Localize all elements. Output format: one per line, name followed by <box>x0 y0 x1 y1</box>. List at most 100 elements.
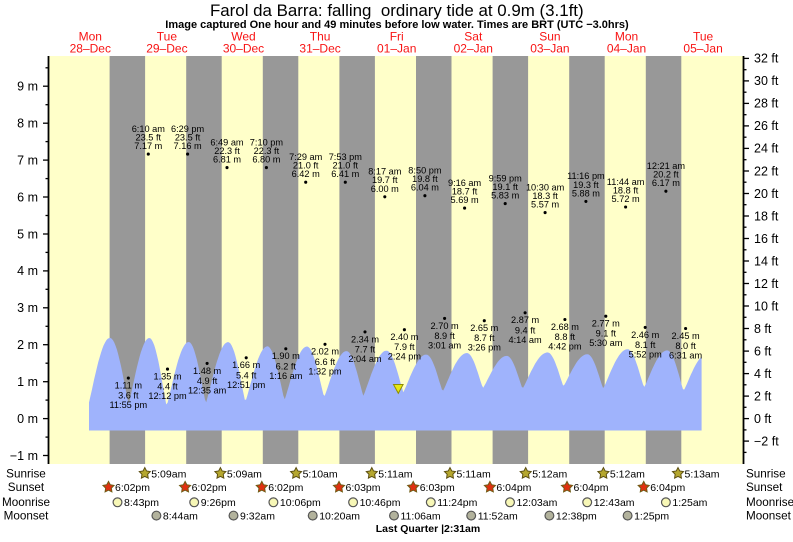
svg-text:9.1 ft: 9.1 ft <box>596 329 617 339</box>
svg-text:5:12am: 5:12am <box>532 468 567 480</box>
svg-text:22.3 ft: 22.3 ft <box>254 146 280 156</box>
svg-text:5.88 m: 5.88 m <box>572 188 600 198</box>
svg-text:6:31 am: 6:31 am <box>669 351 703 361</box>
svg-text:Wed: Wed <box>231 29 255 43</box>
svg-text:2 ft: 2 ft <box>754 389 772 403</box>
svg-text:12:21 am: 12:21 am <box>647 161 686 171</box>
svg-text:6:29 pm: 6:29 pm <box>171 124 205 134</box>
svg-text:2.34 m: 2.34 m <box>351 334 379 344</box>
svg-text:11:44 am: 11:44 am <box>607 177 645 187</box>
svg-text:3:01 am: 3:01 am <box>428 340 462 350</box>
svg-text:Sunrise: Sunrise <box>746 467 786 480</box>
svg-text:10:06pm: 10:06pm <box>280 497 321 509</box>
svg-text:3.6 ft: 3.6 ft <box>118 391 139 401</box>
svg-text:6:04pm: 6:04pm <box>574 482 609 494</box>
svg-text:Farol da Barra: falling ordin: Farol da Barra: falling ordinary tide at… <box>210 1 584 20</box>
svg-text:Sun: Sun <box>539 29 560 43</box>
svg-text:Sunset: Sunset <box>8 481 45 494</box>
svg-text:5:30 am: 5:30 am <box>589 338 623 348</box>
svg-text:19.8 ft: 19.8 ft <box>412 174 438 184</box>
svg-text:1.66 m: 1.66 m <box>232 360 260 370</box>
svg-text:11:55 pm: 11:55 pm <box>109 400 147 410</box>
svg-text:11:52am: 11:52am <box>478 511 518 523</box>
svg-text:4:42 pm: 4:42 pm <box>548 342 582 352</box>
svg-text:8:44am: 8:44am <box>163 511 198 523</box>
svg-text:3:26 pm: 3:26 pm <box>468 343 502 353</box>
svg-text:5:11am: 5:11am <box>378 468 412 480</box>
svg-text:28–Dec: 28–Dec <box>70 41 111 55</box>
svg-text:3 m: 3 m <box>17 301 38 315</box>
svg-text:5:09am: 5:09am <box>227 468 262 480</box>
svg-text:2.87 m: 2.87 m <box>511 315 539 325</box>
svg-text:1:32 pm: 1:32 pm <box>308 366 342 376</box>
svg-text:31–Dec: 31–Dec <box>299 41 340 55</box>
svg-text:Mon: Mon <box>615 29 638 43</box>
svg-text:12 ft: 12 ft <box>754 277 779 291</box>
svg-text:28 ft: 28 ft <box>754 97 779 111</box>
svg-text:18.7 ft: 18.7 ft <box>452 187 478 197</box>
svg-text:9 m: 9 m <box>17 80 38 94</box>
svg-text:8.0 ft: 8.0 ft <box>675 341 696 351</box>
svg-text:21.0 ft: 21.0 ft <box>333 161 359 171</box>
svg-text:8:43pm: 8:43pm <box>124 497 159 509</box>
svg-text:7.9 ft: 7.9 ft <box>394 342 415 352</box>
svg-text:18.3 ft: 18.3 ft <box>532 191 558 201</box>
svg-text:6 m: 6 m <box>17 190 38 204</box>
svg-text:6.2 ft: 6.2 ft <box>276 361 297 371</box>
svg-text:05–Jan: 05–Jan <box>683 41 722 55</box>
svg-text:32 ft: 32 ft <box>754 52 779 66</box>
svg-text:Image captured One hour and 49: Image captured One hour and 49 minutes b… <box>165 19 629 31</box>
svg-text:10:20am: 10:20am <box>319 511 360 523</box>
svg-text:5.57 m: 5.57 m <box>531 200 559 210</box>
svg-text:6.81 m: 6.81 m <box>213 155 241 165</box>
svg-text:6.17 m: 6.17 m <box>652 178 680 188</box>
svg-text:6:02pm: 6:02pm <box>268 482 303 494</box>
svg-text:01–Jan: 01–Jan <box>377 41 416 55</box>
svg-text:9:32am: 9:32am <box>240 511 275 523</box>
svg-text:6.04 m: 6.04 m <box>411 183 439 193</box>
svg-text:02–Jan: 02–Jan <box>454 41 493 55</box>
svg-text:22.3 ft: 22.3 ft <box>214 146 240 156</box>
svg-text:7:53 pm: 7:53 pm <box>329 152 363 162</box>
svg-text:19.3 ft: 19.3 ft <box>573 180 599 190</box>
svg-text:Fri: Fri <box>390 29 404 43</box>
svg-text:1.35 m: 1.35 m <box>153 372 181 382</box>
svg-text:4 m: 4 m <box>17 264 38 278</box>
svg-text:29–Dec: 29–Dec <box>146 41 187 55</box>
svg-text:6:04pm: 6:04pm <box>496 482 531 494</box>
svg-text:8 m: 8 m <box>17 117 38 131</box>
svg-text:7.16 m: 7.16 m <box>174 141 202 151</box>
svg-text:6:10 am: 6:10 am <box>132 124 166 134</box>
svg-text:2 m: 2 m <box>17 338 38 352</box>
svg-text:1:16 am: 1:16 am <box>269 371 303 381</box>
svg-text:6:02pm: 6:02pm <box>192 482 227 494</box>
svg-text:5.4 ft: 5.4 ft <box>236 370 257 380</box>
svg-text:26 ft: 26 ft <box>754 119 779 133</box>
svg-text:8:50 pm: 8:50 pm <box>408 166 442 176</box>
svg-text:Moonrise: Moonrise <box>2 496 50 509</box>
svg-text:9.4 ft: 9.4 ft <box>515 325 536 335</box>
svg-text:2.46 m: 2.46 m <box>631 330 659 340</box>
svg-text:6:02pm: 6:02pm <box>115 482 150 494</box>
svg-text:5:11am: 5:11am <box>457 468 491 480</box>
svg-text:6.41 m: 6.41 m <box>331 169 359 179</box>
svg-text:Tue: Tue <box>157 29 178 43</box>
svg-text:19.7 ft: 19.7 ft <box>372 175 398 185</box>
svg-text:14 ft: 14 ft <box>754 254 779 268</box>
svg-text:2:04 am: 2:04 am <box>348 354 382 364</box>
svg-text:Mon: Mon <box>79 29 102 43</box>
svg-text:8:17 am: 8:17 am <box>368 167 402 177</box>
svg-text:−1 m: −1 m <box>10 449 38 463</box>
svg-text:Moonset: Moonset <box>4 510 50 523</box>
svg-text:6:04pm: 6:04pm <box>650 482 685 494</box>
svg-text:0 m: 0 m <box>17 412 38 426</box>
svg-text:2.40 m: 2.40 m <box>390 332 418 342</box>
svg-text:6:03pm: 6:03pm <box>420 482 455 494</box>
svg-text:9:59 pm: 9:59 pm <box>489 173 523 183</box>
svg-text:8.7 ft: 8.7 ft <box>474 333 495 343</box>
svg-text:8.1 ft: 8.1 ft <box>635 340 656 350</box>
svg-text:2.65 m: 2.65 m <box>470 323 498 333</box>
svg-text:2.02 m: 2.02 m <box>311 347 339 357</box>
svg-text:10:46pm: 10:46pm <box>360 497 401 509</box>
svg-text:−2 ft: −2 ft <box>754 434 779 448</box>
